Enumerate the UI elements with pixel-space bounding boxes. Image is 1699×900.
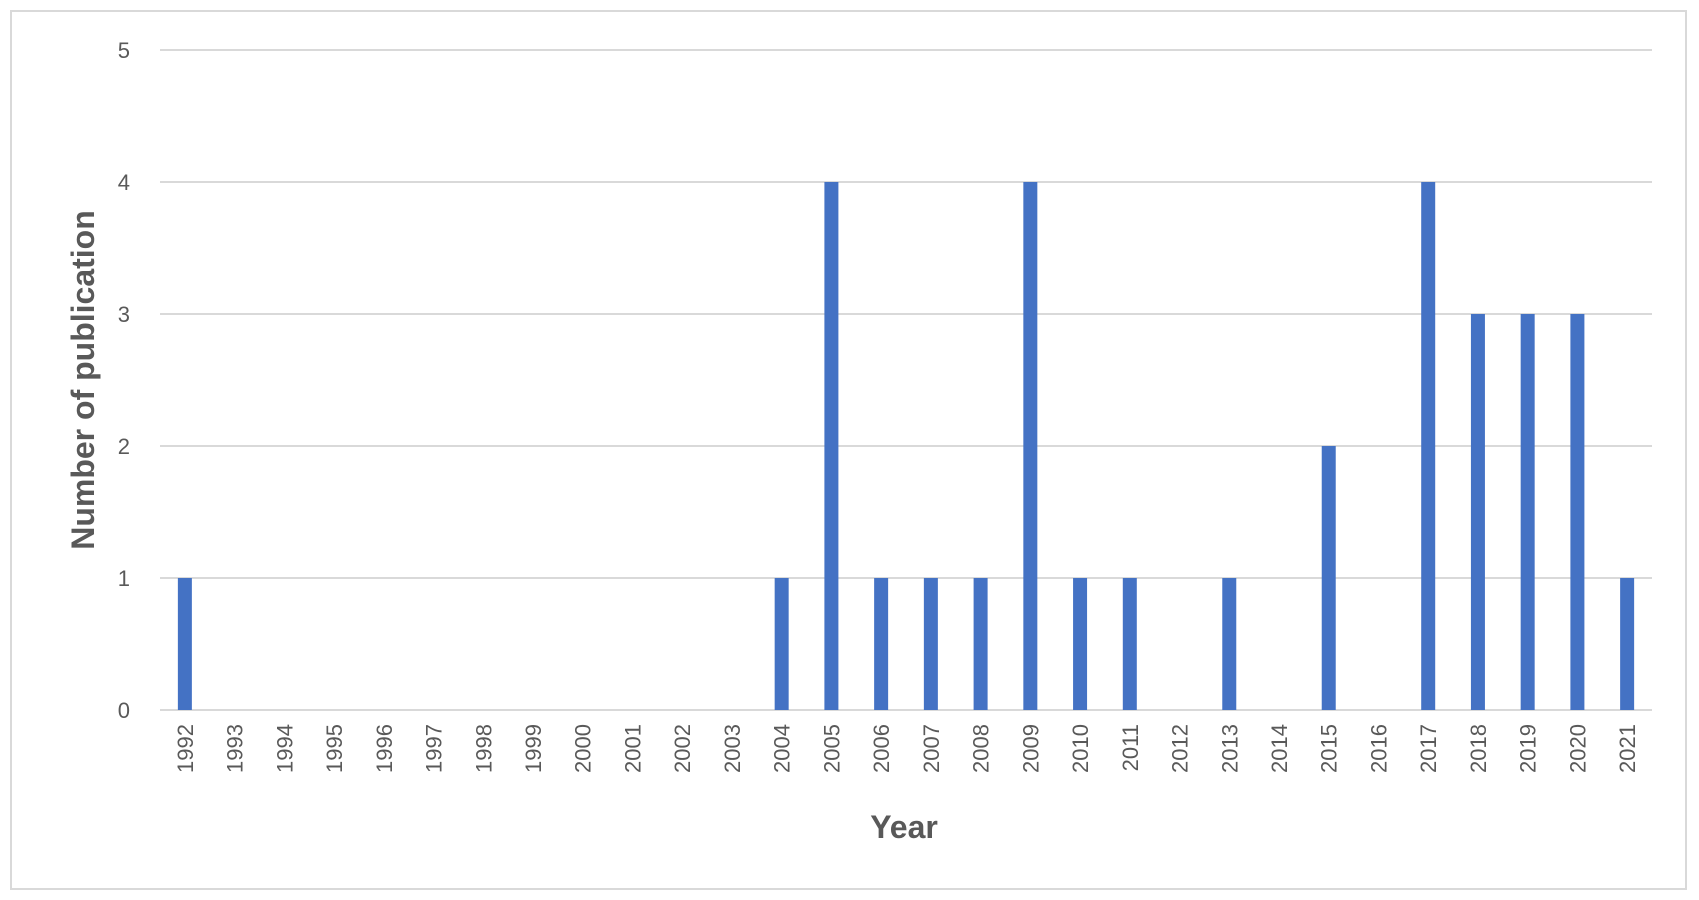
- gridlines: [160, 49, 1652, 711]
- bar-2005: [824, 182, 839, 710]
- x-tick-label: 2009: [1018, 724, 1043, 773]
- bar-2007: [923, 578, 938, 710]
- bar-2011: [1122, 578, 1137, 710]
- bar-2021: [1620, 578, 1635, 710]
- bar-2004: [774, 578, 789, 710]
- y-tick-label: 2: [118, 434, 130, 459]
- x-tick-label: 1995: [322, 724, 347, 773]
- x-tick-label: 2012: [1168, 724, 1193, 773]
- y-tick-label: 5: [118, 38, 130, 63]
- bar-2006: [874, 578, 889, 710]
- x-tick-label: 2002: [670, 724, 695, 773]
- bar-2009: [1023, 182, 1038, 710]
- bar-2018: [1470, 314, 1485, 710]
- bars: [177, 182, 1635, 710]
- y-tick-label: 1: [118, 566, 130, 591]
- x-tick-label: 2001: [620, 724, 645, 773]
- x-tick-label: 2015: [1317, 724, 1342, 773]
- x-tick-label: 2005: [819, 724, 844, 773]
- x-tick-label: 2004: [770, 724, 795, 773]
- x-tick-label: 1999: [521, 724, 546, 773]
- x-tick-label: 1998: [471, 724, 496, 773]
- bar-2010: [1073, 578, 1088, 710]
- y-tick-label: 4: [118, 170, 130, 195]
- x-tick-label: 2016: [1366, 724, 1391, 773]
- y-tick-label: 0: [118, 698, 130, 723]
- bar-2020: [1570, 314, 1585, 710]
- x-tick-label: 2017: [1416, 724, 1441, 773]
- y-tick-label: 3: [118, 302, 130, 327]
- x-tick-label: 2019: [1516, 724, 1541, 773]
- x-tick-label: 2007: [919, 724, 944, 773]
- chart-frame: [10, 10, 1687, 890]
- bar-1992: [177, 578, 192, 710]
- x-tick-label: 1994: [272, 724, 297, 773]
- bar-2019: [1520, 314, 1535, 710]
- x-tick-label: 2018: [1466, 724, 1491, 773]
- x-tick-label: 1992: [173, 724, 198, 773]
- x-tick-label: 2011: [1118, 724, 1143, 771]
- x-tick-label: 2008: [969, 724, 994, 773]
- y-axis-title: Number of publication: [65, 210, 101, 550]
- x-tick-label: 1996: [372, 724, 397, 773]
- bar-2015: [1321, 446, 1336, 710]
- x-tick-label: 1997: [422, 724, 447, 773]
- x-tick-label: 1993: [223, 724, 248, 773]
- x-tick-label: 2020: [1565, 724, 1590, 773]
- x-axis-ticks: 1992 1993 1994 1995 1996 1997 1998 1999 2000 2001…: [173, 724, 1640, 773]
- x-axis-title: Year: [870, 809, 938, 845]
- bar-2017: [1421, 182, 1436, 710]
- x-tick-label: 2000: [571, 724, 596, 773]
- bar-2013: [1222, 578, 1237, 710]
- x-tick-label: 2006: [869, 724, 894, 773]
- x-tick-label: 2003: [720, 724, 745, 773]
- bar-2008: [973, 578, 988, 710]
- x-tick-label: 2010: [1068, 724, 1093, 773]
- x-tick-label: 2013: [1217, 724, 1242, 773]
- y-axis-ticks: 0 1 2 3 4 5: [118, 38, 130, 723]
- x-tick-label: 2014: [1267, 724, 1292, 773]
- x-tick-label: 2021: [1615, 724, 1640, 773]
